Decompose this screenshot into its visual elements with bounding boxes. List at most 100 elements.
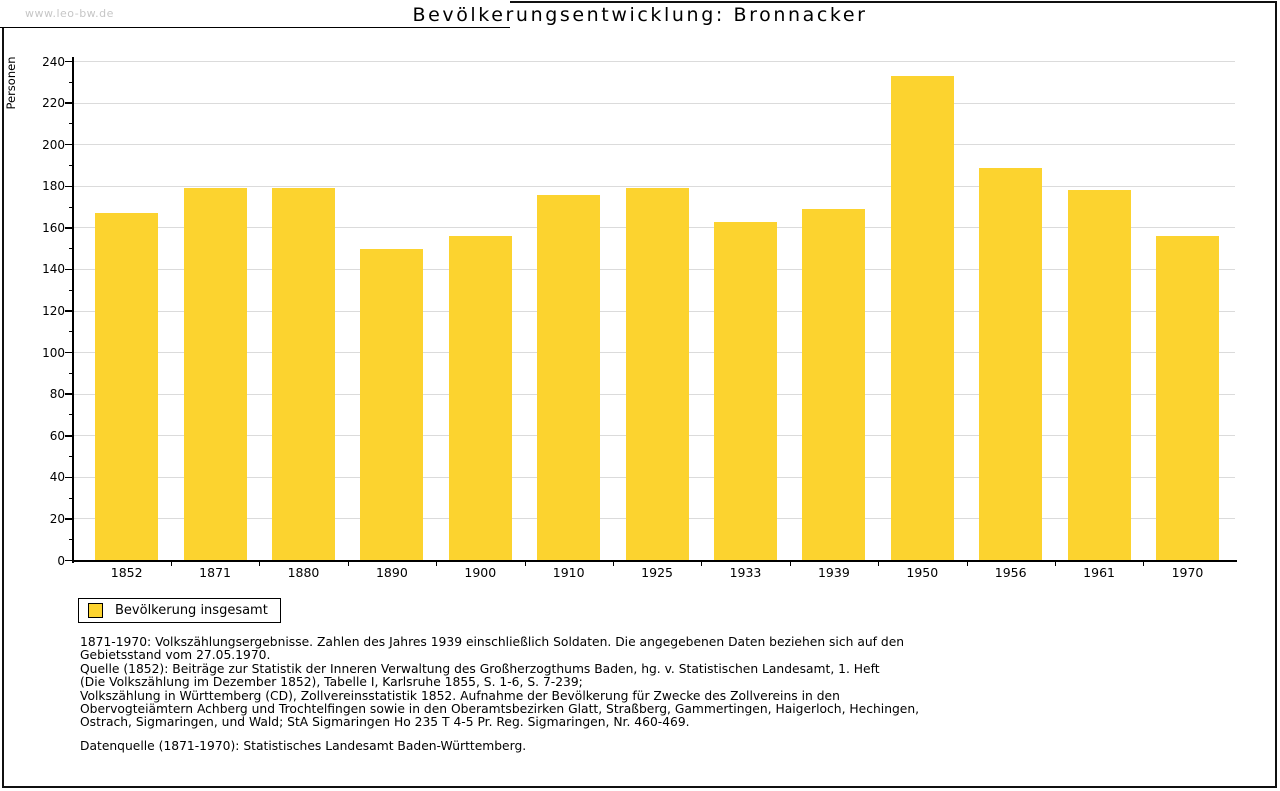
y-tick-label: 80 [49, 387, 65, 402]
y-tick-label: 180 [42, 179, 65, 194]
chart-title: Bevölkerungsentwicklung: Bronnacker [412, 4, 868, 26]
y-major-tick [65, 351, 73, 354]
y-tick-label: 220 [42, 96, 65, 111]
bar-1933 [714, 221, 777, 561]
y-tick-label: 0 [57, 553, 65, 568]
y-tick-label: 160 [42, 220, 65, 235]
x-boundary-tick [878, 562, 880, 566]
y-tick-label: 40 [49, 470, 65, 485]
footer-line: Quelle (1852): Beiträge zur Statistik de… [80, 661, 880, 676]
bar-1910 [537, 194, 601, 561]
x-tick-label: 1970 [1171, 565, 1204, 580]
gridline-y180 [73, 185, 1235, 187]
y-axis-label: Personen [4, 56, 18, 110]
x-tick-label: 1939 [817, 565, 850, 580]
bar-1961 [1067, 190, 1131, 561]
x-tick-label: 1961 [1083, 565, 1115, 580]
y-major-tick [65, 310, 73, 312]
y-tick-label: 120 [42, 304, 65, 318]
y-major-tick [65, 476, 73, 479]
x-tick-label: 1950 [906, 565, 939, 580]
footer-source-line: Datenquelle (1871-1970): Statistisches L… [80, 738, 527, 753]
x-tick-label: 1956 [994, 565, 1027, 580]
y-axis [72, 56, 74, 563]
bar-1925 [625, 188, 689, 561]
x-tick-label: 1925 [641, 565, 673, 580]
y-tick-label: 240 [42, 54, 65, 69]
y-minor-tick [69, 164, 73, 166]
y-major-tick [65, 185, 73, 187]
x-tick-label: 1933 [729, 565, 762, 580]
y-tick-label: 20 [49, 511, 65, 526]
x-boundary-tick [1054, 562, 1056, 566]
y-major-tick [65, 435, 73, 437]
x-boundary-tick [1143, 562, 1145, 566]
x-boundary-tick [170, 562, 172, 566]
x-boundary-tick [347, 562, 349, 566]
x-boundary-tick [259, 562, 261, 566]
y-major-tick [65, 393, 73, 395]
y-major-tick [65, 518, 73, 520]
x-tick-label: 1880 [287, 565, 320, 580]
bar-1939 [802, 209, 866, 561]
y-minor-tick [69, 331, 73, 333]
x-boundary-tick [701, 562, 703, 566]
gridline-y240 [73, 61, 1235, 62]
x-tick-label: 1871 [199, 565, 231, 580]
watermark-text: www.leo-bw.de [25, 7, 114, 20]
legend: Bevölkerung insgesamt [78, 598, 281, 623]
y-minor-tick [69, 81, 73, 83]
x-tick-label: 1852 [110, 565, 143, 580]
x-boundary-tick [966, 562, 968, 566]
y-tick-label: 100 [42, 345, 65, 360]
bar-1950 [890, 76, 954, 561]
y-major-tick [65, 60, 73, 63]
x-tick-label: 1900 [464, 565, 497, 580]
bar-1970 [1156, 236, 1219, 561]
legend-label: Bevölkerung insgesamt [115, 603, 268, 618]
y-major-tick [65, 227, 73, 229]
y-major-tick [65, 268, 73, 271]
x-boundary-tick [524, 562, 526, 566]
y-minor-tick [69, 123, 73, 125]
footer-line: Gebietsstand vom 27.05.1970. [80, 648, 271, 663]
y-minor-tick [69, 497, 73, 499]
gridline-y220 [73, 102, 1235, 104]
x-boundary-tick [436, 562, 438, 566]
bar-1852 [95, 213, 159, 561]
gridline-y200 [73, 144, 1235, 146]
y-major-tick [65, 102, 73, 104]
y-tick-label: 200 [42, 137, 65, 152]
x-axis [72, 560, 1237, 562]
footer-line: Obervogteiämtern Achberg und Trochtelfin… [80, 701, 920, 716]
legend-swatch [88, 603, 103, 618]
footer-line: Volkszählung in Württemberg (CD), Zollve… [80, 688, 840, 703]
bar-1871 [183, 188, 247, 561]
footer-line: 1871-1970: Volkszählungsergebnisse. Zahl… [80, 635, 905, 649]
y-minor-tick [69, 248, 73, 250]
bar-1890 [360, 248, 424, 561]
watermark: www.leo-bw.de [0, 0, 510, 28]
y-minor-tick [69, 414, 73, 416]
x-boundary-tick [789, 562, 791, 566]
bar-1880 [272, 188, 335, 561]
y-minor-tick [69, 456, 73, 458]
y-tick-label: 140 [42, 262, 65, 277]
x-tick-label: 1890 [375, 565, 408, 580]
y-minor-tick [69, 539, 73, 541]
y-tick-label: 60 [49, 428, 65, 443]
footer-line: (Die Volkszählung im Dezember 1852), Tab… [80, 675, 583, 690]
x-boundary-tick [612, 562, 614, 566]
y-minor-tick [69, 372, 73, 374]
y-minor-tick [69, 289, 73, 291]
y-minor-tick [69, 206, 73, 208]
y-major-tick [65, 559, 73, 562]
footer-line: Ostrach, Sigmaringen, und Wald; StA Sigm… [80, 715, 690, 730]
footer-notes: 1871-1970: Volkszählungsergebnisse. Zahl… [80, 635, 920, 753]
x-tick-label: 1910 [552, 565, 585, 580]
bar-1956 [979, 167, 1043, 561]
y-major-tick [65, 143, 73, 146]
bar-1900 [448, 236, 512, 561]
